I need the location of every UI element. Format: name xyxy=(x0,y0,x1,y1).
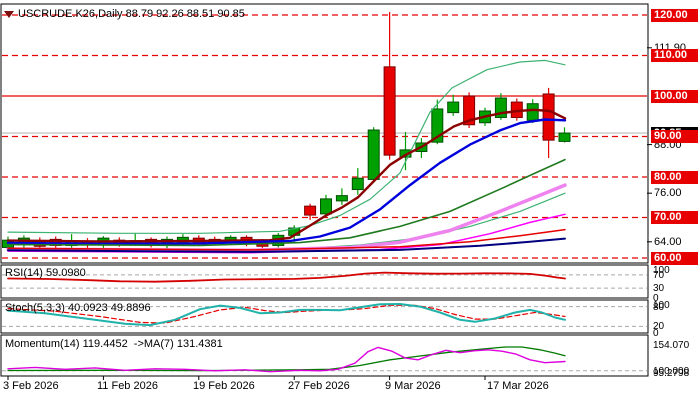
ma-navy-flat xyxy=(7,237,566,253)
rsi-axis-100: 100 xyxy=(653,265,670,276)
momentum-axis-100.000: 100.000 xyxy=(653,366,690,377)
candle-3-Mar xyxy=(320,198,332,215)
ma-red-slow xyxy=(7,228,566,251)
mom-pane-border xyxy=(0,334,649,377)
date-label-3: 27 Feb 2026 xyxy=(288,380,350,392)
price-grid-label-64.00: 64.00 xyxy=(654,236,682,248)
stoch-axis-20: 20 xyxy=(653,321,665,332)
candle-13-Mar xyxy=(447,101,460,114)
candle-12-Mar xyxy=(431,108,444,143)
rsi-indicator-label: RSI(14) 59.0980 xyxy=(5,267,86,279)
price-level-label-60.00: 60.00 xyxy=(651,252,698,265)
price-level-label-110.00: 110.00 xyxy=(651,49,698,62)
rsi-pane-border xyxy=(0,264,649,299)
date-label-1: 11 Feb 2026 xyxy=(97,380,158,392)
main-pane-border xyxy=(0,3,649,264)
candle-4-Mar xyxy=(335,195,348,202)
candle-9-Mar xyxy=(383,66,396,156)
momentum-line xyxy=(7,346,566,373)
price-level-label-120.00: 120.00 xyxy=(651,9,698,22)
date-label-0: 3 Feb 2026 xyxy=(3,380,59,392)
stoch-axis-100: 100 xyxy=(653,300,670,311)
candle-23-Mar xyxy=(542,93,555,141)
stoch-indicator-label: Stoch(5,3,3) 40.0923 49.8896 xyxy=(5,302,151,314)
candle-2-Mar xyxy=(304,205,317,216)
candle-6-Mar xyxy=(367,129,380,180)
symbol-dropdown-icon[interactable] xyxy=(4,10,14,18)
candle-16-Mar xyxy=(463,95,476,126)
stoch-axis-0: 0 xyxy=(653,328,659,339)
stoch-main-line xyxy=(7,303,566,327)
momentum-axis-154.070: 154.070 xyxy=(653,340,690,351)
ma-upper-band-spring xyxy=(7,59,566,234)
ma-slow-forest xyxy=(7,158,566,247)
date-label-4: 9 Mar 2026 xyxy=(385,380,441,392)
ma-fast-maroon xyxy=(6,108,567,243)
stoch-axis-80: 80 xyxy=(653,302,665,313)
rsi-axis-0: 0 xyxy=(653,293,659,304)
symbol-title-bar: USCRUDE.K26,Daily 88.79 92.26 88.51 90.8… xyxy=(4,7,245,21)
price-grid-label-76.00: 76.00 xyxy=(654,187,682,199)
price-level-label-90.00: 90.00 xyxy=(651,130,698,143)
date-label-5: 17 Mar 2026 xyxy=(487,380,549,392)
stoch-pane-border xyxy=(0,299,649,334)
price-level-label-80.00: 80.00 xyxy=(651,171,698,184)
price-level-label-100.00: 100.00 xyxy=(651,90,698,103)
date-label-2: 19 Feb 2026 xyxy=(193,380,255,392)
rsi-line xyxy=(7,271,566,283)
ma-medium-blue xyxy=(6,118,567,245)
candle-24-Mar xyxy=(558,132,571,142)
rsi-axis-30: 30 xyxy=(653,283,665,294)
candle-5-Mar xyxy=(351,177,364,191)
momentum-indicator-label: Momentum(14) 119.4452 ->MA(7) 131.4381 xyxy=(5,338,223,350)
momentum-axis-95.2798: 95.2798 xyxy=(653,368,690,379)
price-level-label-70.00: 70.00 xyxy=(651,211,698,224)
symbol-ohlc-title: USCRUDE.K26,Daily 88.79 92.26 88.51 90.8… xyxy=(18,8,245,20)
rsi-axis-70: 70 xyxy=(653,270,665,281)
candle-18-Mar xyxy=(494,97,507,118)
